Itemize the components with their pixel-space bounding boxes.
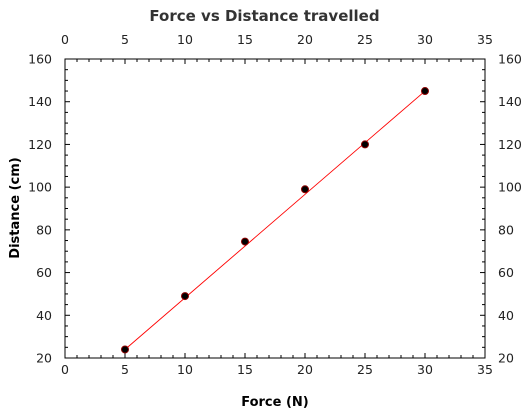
y2-tick-label: 120 (498, 137, 522, 152)
x-tick-label: 30 (417, 362, 433, 377)
data-point (301, 185, 309, 194)
data-marks (121, 87, 429, 354)
x-tick-label: 0 (61, 362, 69, 377)
x-tick-label: 10 (177, 362, 193, 377)
y-tick-label: 80 (36, 222, 52, 237)
y2-tick-label: 60 (498, 265, 514, 280)
y-tick-label: 120 (28, 137, 52, 152)
data-point (121, 345, 129, 354)
y2-tick-label: 40 (498, 308, 514, 323)
x2-tick-label: 30 (417, 32, 433, 47)
data-point (421, 87, 429, 96)
plot-frame (64, 58, 486, 359)
axis-ticks: 0 0 5 5 10 10 15 15 20 20 25 25 30 30 35 35 20 20 40 40 60 60… (28, 32, 522, 377)
x-axis-label: Force (N) (241, 395, 309, 410)
y-tick-label: 60 (36, 265, 52, 280)
data-point (181, 292, 189, 301)
x2-tick-label: 10 (177, 32, 193, 47)
chart-title: Force vs Distance travelled (149, 7, 379, 25)
y2-tick-label: 100 (498, 180, 522, 195)
y-tick-label: 20 (36, 351, 52, 366)
x2-tick-label: 15 (237, 32, 253, 47)
y2-tick-label: 140 (498, 94, 522, 109)
x2-tick-label: 25 (357, 32, 373, 47)
x2-tick-label: 20 (297, 32, 313, 47)
y2-tick-label: 80 (498, 222, 514, 237)
y-tick-label: 40 (36, 308, 52, 323)
data-point (241, 237, 249, 246)
y2-tick-label: 20 (498, 351, 514, 366)
x-tick-label: 15 (237, 362, 253, 377)
y-tick-label: 140 (28, 94, 52, 109)
fit-line (124, 90, 426, 350)
data-point (361, 140, 369, 149)
y-tick-label: 100 (28, 180, 52, 195)
x2-tick-label: 35 (477, 32, 493, 47)
y2-tick-label: 160 (498, 52, 522, 67)
x-tick-label: 35 (477, 362, 493, 377)
y-axis-label: Distance (cm) (8, 157, 23, 258)
x2-tick-label: 0 (61, 32, 69, 47)
x-tick-label: 5 (121, 362, 129, 377)
x-tick-label: 25 (357, 362, 373, 377)
x2-tick-label: 5 (121, 32, 129, 47)
y-tick-label: 160 (28, 52, 52, 67)
x-tick-label: 20 (297, 362, 313, 377)
